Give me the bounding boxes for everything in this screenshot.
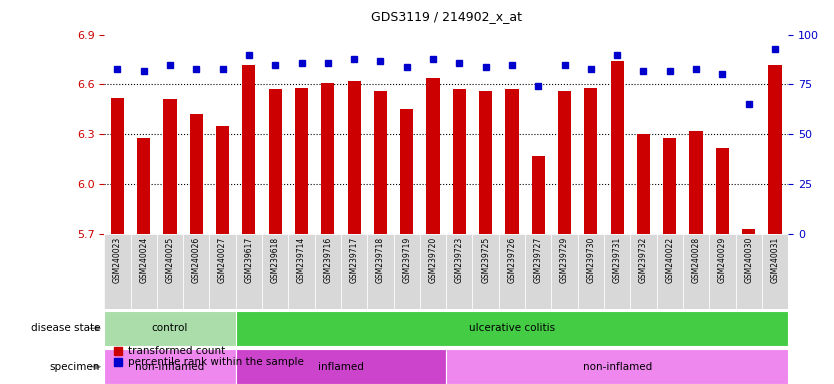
- Text: GSM240027: GSM240027: [219, 237, 227, 283]
- Text: GSM239726: GSM239726: [507, 237, 516, 283]
- Text: GSM240029: GSM240029: [718, 237, 727, 283]
- Bar: [446, 234, 473, 309]
- Bar: [341, 234, 367, 309]
- Bar: [104, 349, 236, 384]
- Text: GSM239723: GSM239723: [455, 237, 464, 283]
- Bar: [209, 234, 236, 309]
- Bar: [683, 234, 709, 309]
- Bar: [295, 88, 308, 234]
- Bar: [505, 89, 519, 234]
- Text: GSM239718: GSM239718: [376, 237, 385, 283]
- Bar: [111, 98, 124, 234]
- Text: GSM239729: GSM239729: [560, 237, 569, 283]
- Text: GSM239720: GSM239720: [429, 237, 438, 283]
- Text: inflamed: inflamed: [318, 362, 364, 372]
- Text: GSM239618: GSM239618: [271, 237, 279, 283]
- Bar: [400, 109, 414, 234]
- Bar: [709, 234, 736, 309]
- Bar: [131, 234, 157, 309]
- Bar: [348, 81, 360, 234]
- Bar: [631, 234, 656, 309]
- Text: GSM239725: GSM239725: [481, 237, 490, 283]
- Bar: [761, 234, 788, 309]
- Bar: [157, 234, 183, 309]
- Bar: [532, 156, 545, 234]
- Bar: [426, 78, 440, 234]
- Text: GSM239719: GSM239719: [402, 237, 411, 283]
- Bar: [289, 234, 314, 309]
- Text: disease state: disease state: [31, 323, 100, 333]
- Bar: [453, 89, 466, 234]
- Text: GSM239730: GSM239730: [586, 237, 595, 283]
- Bar: [768, 65, 781, 234]
- Text: GSM240025: GSM240025: [165, 237, 174, 283]
- Bar: [236, 234, 262, 309]
- Text: GSM240028: GSM240028: [691, 237, 701, 283]
- Text: GDS3119 / 214902_x_at: GDS3119 / 214902_x_at: [370, 10, 522, 23]
- Text: GSM239731: GSM239731: [613, 237, 621, 283]
- Bar: [163, 99, 177, 234]
- Bar: [183, 234, 209, 309]
- Text: GSM240024: GSM240024: [139, 237, 148, 283]
- Text: GSM240026: GSM240026: [192, 237, 201, 283]
- Bar: [262, 234, 289, 309]
- Bar: [610, 61, 624, 234]
- Bar: [736, 234, 761, 309]
- Bar: [578, 234, 604, 309]
- Text: GSM239617: GSM239617: [244, 237, 254, 283]
- Bar: [499, 234, 525, 309]
- Bar: [551, 234, 578, 309]
- Bar: [420, 234, 446, 309]
- Bar: [269, 89, 282, 234]
- Bar: [137, 138, 150, 234]
- Bar: [236, 349, 446, 384]
- Text: percentile rank within the sample: percentile rank within the sample: [128, 357, 304, 367]
- Bar: [321, 83, 334, 234]
- Bar: [104, 234, 131, 309]
- Text: control: control: [152, 323, 188, 333]
- Bar: [637, 134, 650, 234]
- Text: GSM240022: GSM240022: [666, 237, 674, 283]
- Text: GSM240030: GSM240030: [744, 237, 753, 283]
- Text: GSM239732: GSM239732: [639, 237, 648, 283]
- Text: transformed count: transformed count: [128, 346, 225, 356]
- Bar: [716, 148, 729, 234]
- Text: GSM239714: GSM239714: [297, 237, 306, 283]
- Bar: [104, 311, 236, 346]
- Text: GSM239727: GSM239727: [534, 237, 543, 283]
- Text: GSM239717: GSM239717: [349, 237, 359, 283]
- Bar: [394, 234, 420, 309]
- Bar: [742, 229, 756, 234]
- Bar: [479, 91, 492, 234]
- Text: GSM240031: GSM240031: [771, 237, 780, 283]
- Bar: [243, 65, 255, 234]
- Bar: [690, 131, 702, 234]
- Bar: [473, 234, 499, 309]
- Bar: [374, 91, 387, 234]
- Bar: [367, 234, 394, 309]
- Text: GSM240023: GSM240023: [113, 237, 122, 283]
- Text: ulcerative colitis: ulcerative colitis: [469, 323, 555, 333]
- Bar: [656, 234, 683, 309]
- Bar: [585, 88, 597, 234]
- Bar: [604, 234, 631, 309]
- Bar: [663, 138, 676, 234]
- Text: non-inflamed: non-inflamed: [582, 362, 652, 372]
- Bar: [525, 234, 551, 309]
- Text: specimen: specimen: [50, 362, 100, 372]
- Bar: [558, 91, 571, 234]
- Text: GSM239716: GSM239716: [324, 237, 332, 283]
- Text: non-inflamed: non-inflamed: [135, 362, 204, 372]
- Bar: [216, 126, 229, 234]
- Bar: [446, 349, 788, 384]
- Bar: [314, 234, 341, 309]
- Bar: [190, 114, 203, 234]
- Bar: [236, 311, 788, 346]
